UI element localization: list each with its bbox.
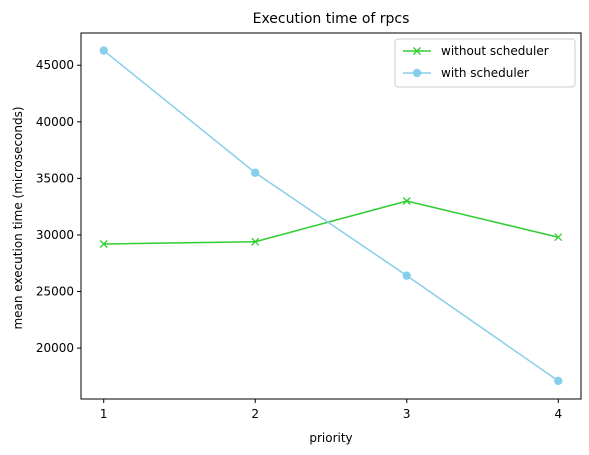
legend-box xyxy=(394,38,576,88)
y-tick-label: 25000 xyxy=(36,285,74,299)
data-point-without-scheduler xyxy=(554,233,563,242)
data-point-without-scheduler xyxy=(251,237,260,246)
data-point-with-scheduler xyxy=(402,271,411,280)
data-point-without-scheduler xyxy=(99,240,108,248)
data-point-with-scheduler xyxy=(554,376,563,386)
legend-marker-with-scheduler xyxy=(412,68,422,78)
x-marker-stroke xyxy=(99,240,108,248)
y-axis-label: mean execution time (microseconds) xyxy=(11,106,25,329)
x-axis-label: priority xyxy=(309,431,352,445)
x-marker-stroke xyxy=(554,233,563,242)
series-line-without-scheduler xyxy=(103,200,559,245)
x-tick-label: 1 xyxy=(100,407,108,421)
data-point-with-scheduler xyxy=(99,46,108,55)
plot-frame xyxy=(80,32,582,400)
chart-title: Execution time of rpcs xyxy=(253,11,410,27)
x-tick-label: 2 xyxy=(251,407,259,421)
legend: without scheduler with scheduler xyxy=(394,38,576,88)
data-point-without-scheduler xyxy=(402,197,411,205)
data-point-with-scheduler xyxy=(251,168,260,177)
x-marker-stroke xyxy=(413,47,421,55)
x-marker-stroke xyxy=(402,197,411,205)
y-tick-label: 20000 xyxy=(36,341,74,355)
legend-label-without-scheduler: without scheduler xyxy=(441,44,549,58)
series-line-with-scheduler xyxy=(103,49,559,382)
plot-area xyxy=(80,32,582,400)
y-tick-label: 30000 xyxy=(36,228,74,242)
y-tick-label: 40000 xyxy=(36,115,74,129)
y-tick-label: 45000 xyxy=(36,58,74,72)
x-axis-ticks: 1 2 3 4 xyxy=(100,399,562,421)
x-tick-label: 3 xyxy=(403,407,411,421)
x-tick-label: 4 xyxy=(554,407,562,421)
y-axis-ticks: 20000 25000 30000 35000 40000 45000 xyxy=(36,58,81,355)
y-tick-label: 35000 xyxy=(36,171,74,185)
series-layer xyxy=(99,46,563,386)
legend-marker-without-scheduler xyxy=(413,47,421,55)
x-marker-stroke xyxy=(251,237,260,246)
legend-label-with-scheduler: with scheduler xyxy=(441,66,529,80)
